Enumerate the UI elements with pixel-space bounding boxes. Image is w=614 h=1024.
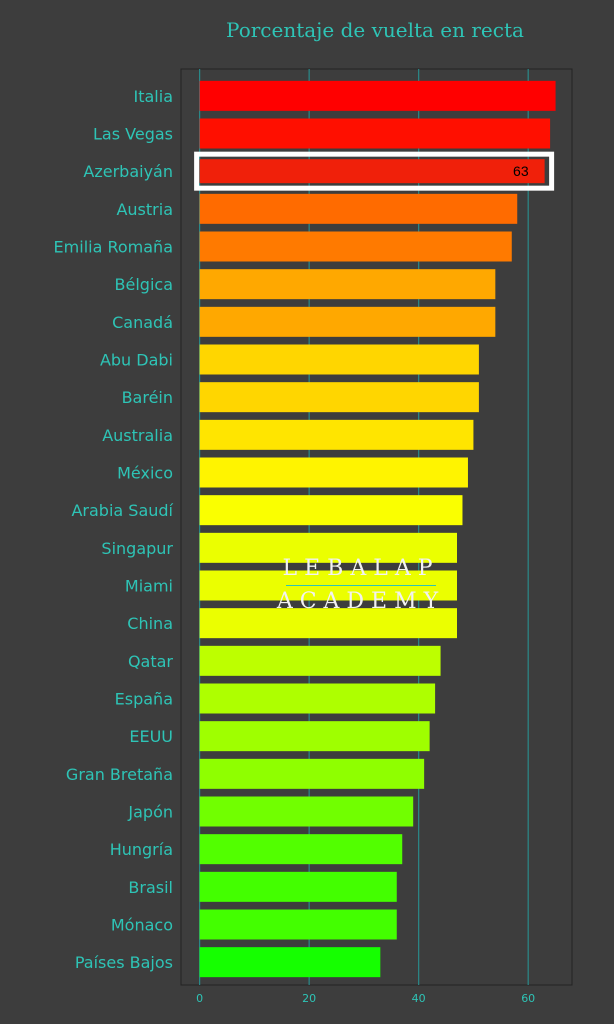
y-tick-label: Japón: [127, 803, 173, 822]
bar: [199, 382, 479, 413]
y-tick-label: Mónaco: [111, 916, 173, 935]
y-tick-label: Miami: [125, 577, 173, 596]
watermark-line-2: ACADEMY: [276, 589, 446, 614]
y-tick-label: España: [115, 690, 173, 709]
bar: [199, 80, 556, 111]
watermark-logo: LEBALAP ACADEMY: [268, 553, 454, 618]
bar: [199, 495, 463, 526]
y-tick-label: Bélgica: [115, 275, 173, 294]
bar: [199, 834, 403, 865]
y-tick-label: Arabia Saudí: [71, 501, 173, 520]
bar: [199, 909, 397, 940]
y-tick-label: Brasil: [128, 878, 173, 897]
x-tick-label: 20: [302, 992, 316, 1005]
bar: [199, 419, 474, 450]
bar: [199, 871, 397, 902]
y-tick-label: Baréin: [122, 388, 173, 407]
y-tick-label: EEUU: [129, 727, 173, 746]
bar: [199, 159, 545, 184]
y-tick-label: Australia: [102, 426, 173, 445]
y-tick-label: Qatar: [128, 652, 173, 671]
y-tick-label: Canadá: [112, 313, 173, 332]
y-tick-label: Gran Bretaña: [66, 765, 173, 784]
bar: [199, 306, 496, 337]
bar: [199, 457, 468, 488]
bar: [199, 758, 425, 789]
y-tick-label: Singapur: [101, 539, 173, 558]
bar: [199, 344, 479, 375]
y-tick-label: Países Bajos: [75, 953, 173, 972]
highlight-box: [194, 151, 555, 191]
y-tick-label: Emilia Romaña: [54, 238, 173, 257]
bar: [199, 645, 441, 676]
data-label: 63: [513, 163, 529, 179]
plot-frame: [180, 68, 573, 986]
bar: [199, 721, 430, 752]
x-tick-label: 60: [521, 992, 535, 1005]
y-tick-label: Las Vegas: [93, 125, 173, 144]
chart-title: Porcentaje de vuelta en recta: [226, 18, 524, 42]
x-tick-label: 0: [196, 992, 203, 1005]
bar: [199, 683, 436, 714]
y-tick-label: Abu Dabi: [100, 351, 173, 370]
y-tick-label: Austria: [116, 200, 173, 219]
bar: [199, 608, 457, 639]
y-tick-label: Italia: [134, 87, 174, 106]
y-tick-label: Azerbaiyán: [83, 162, 173, 181]
watermark-divider: [286, 585, 436, 586]
watermark-line-1: LEBALAP: [282, 556, 440, 581]
bar: [199, 231, 512, 262]
bar: [199, 118, 551, 149]
bar: [199, 269, 496, 300]
y-tick-label: China: [127, 614, 173, 633]
y-tick-label: Hungría: [110, 840, 173, 859]
y-tick-label: México: [117, 464, 173, 483]
bar: [199, 193, 518, 224]
bar: [199, 947, 381, 978]
bar: [199, 796, 414, 827]
bar: [199, 532, 457, 563]
x-tick-label: 40: [412, 992, 426, 1005]
